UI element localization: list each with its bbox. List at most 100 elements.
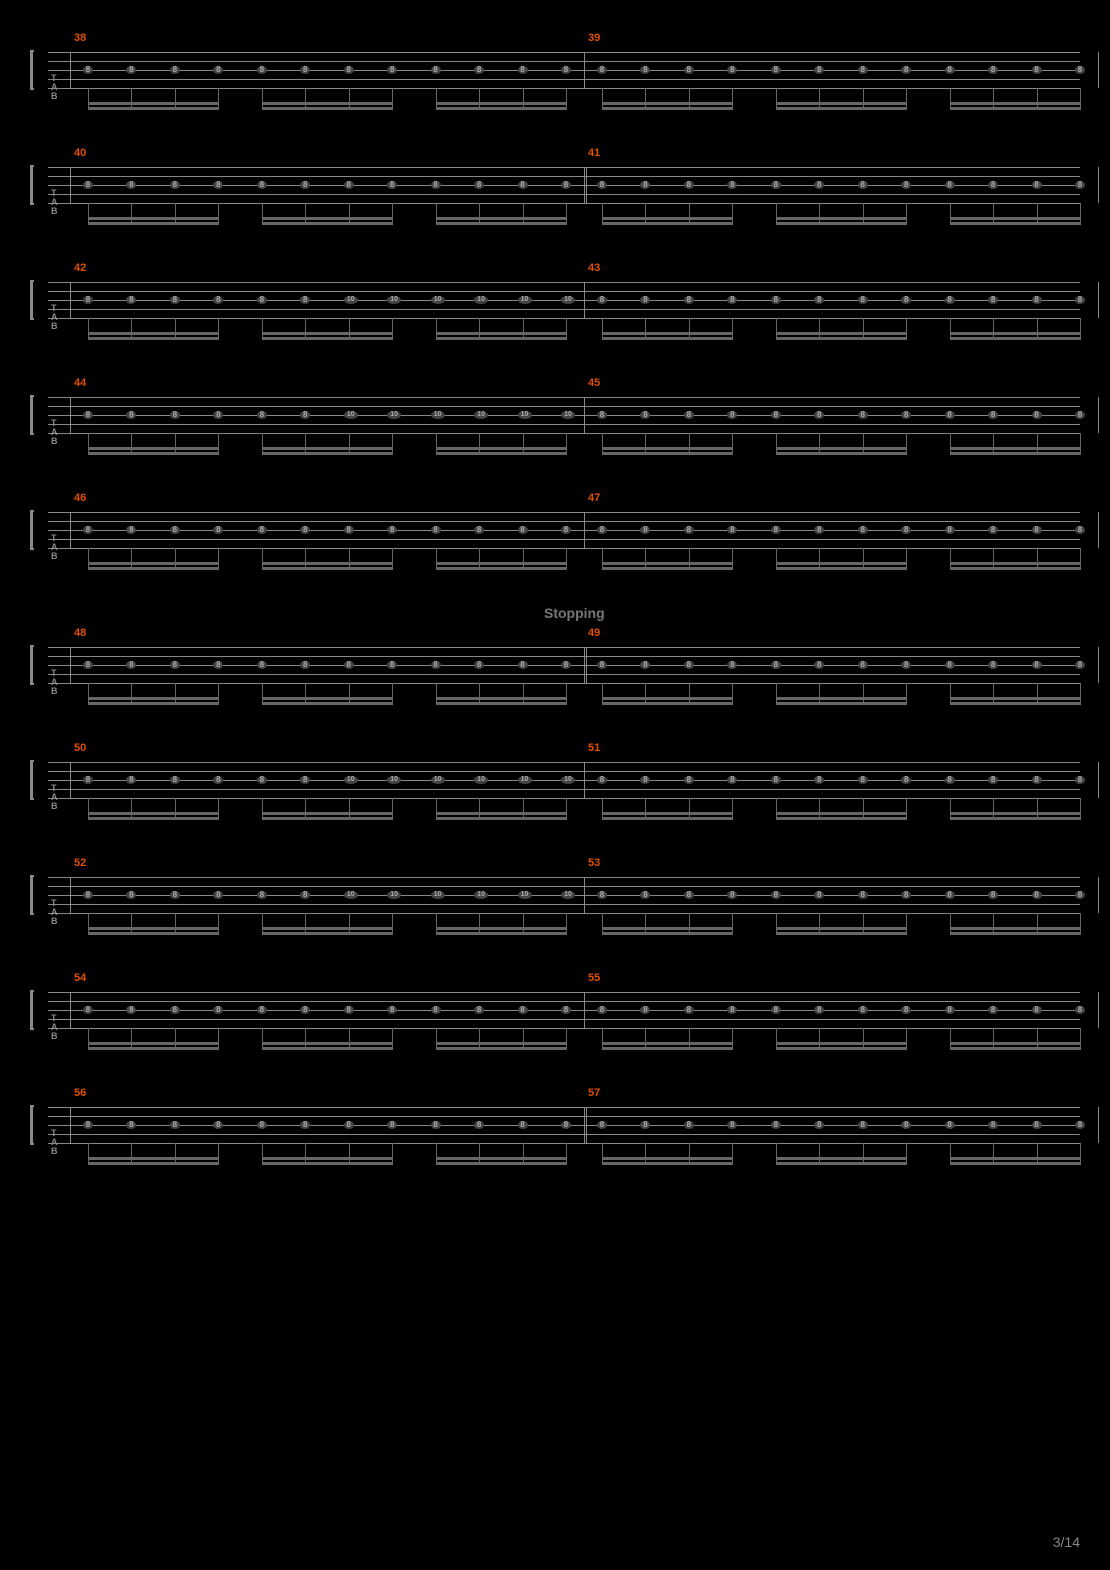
tab-note: 8 (518, 661, 528, 669)
beam (950, 447, 1081, 450)
tab-note: 10 (431, 776, 445, 784)
system-bracket (30, 50, 34, 90)
tab-clef: TAB (51, 669, 58, 696)
staff-line (48, 318, 1080, 319)
tab-note: 8 (431, 181, 441, 189)
beam (262, 562, 393, 565)
beam (950, 567, 1081, 570)
beam (602, 932, 733, 935)
measure-number: 50 (74, 742, 86, 754)
beam (88, 1047, 219, 1050)
beam (88, 107, 219, 110)
tab-note: 8 (170, 661, 180, 669)
beam (776, 222, 907, 225)
beam (436, 927, 567, 930)
tab-note: 8 (257, 1121, 267, 1129)
barline (70, 397, 71, 433)
barline (70, 992, 71, 1028)
measure-number: 56 (74, 1087, 86, 1099)
tab-note: 8 (170, 181, 180, 189)
beam (436, 452, 567, 455)
barline (70, 762, 71, 798)
tab-note: 8 (945, 526, 955, 534)
beam (950, 702, 1081, 705)
tab-note: 8 (771, 1006, 781, 1014)
tab-note: 8 (170, 66, 180, 74)
tab-note: 8 (1075, 181, 1085, 189)
tab-note: 8 (83, 661, 93, 669)
barline (1098, 167, 1099, 203)
beam (88, 1042, 219, 1045)
beam (436, 817, 567, 820)
staff-system: TAB5088888810101010101051888888888888 (30, 740, 1080, 825)
barline (1098, 282, 1099, 318)
barline (584, 167, 587, 203)
tab-note: 8 (257, 891, 267, 899)
tab-note: 8 (170, 526, 180, 534)
staff-system: TAB4488888810101010101045888888888888 (30, 375, 1080, 460)
tab-note: 8 (170, 411, 180, 419)
tab-note: 8 (561, 1006, 571, 1014)
tab-clef: TAB (51, 74, 58, 101)
beam (602, 1042, 733, 1045)
tab-note: 8 (945, 296, 955, 304)
tab-note: 8 (858, 181, 868, 189)
staff-system: TAB3888888888888839888888888888 (30, 30, 1080, 115)
barline (1098, 397, 1099, 433)
tab-note: 10 (344, 411, 358, 419)
tab-note: 8 (518, 1006, 528, 1014)
staff-line (48, 424, 1080, 425)
tab-note: 8 (684, 891, 694, 899)
beam (950, 337, 1081, 340)
tab-note: 8 (257, 296, 267, 304)
tab-clef: TAB (51, 784, 58, 811)
barline (70, 1107, 71, 1143)
measure-number: 41 (588, 147, 600, 159)
barline (584, 992, 585, 1028)
beam (436, 1162, 567, 1165)
tab-note: 10 (561, 296, 575, 304)
staff-line (48, 771, 1080, 772)
tab-note: 8 (945, 1006, 955, 1014)
tab-note: 8 (83, 1006, 93, 1014)
tab-note: 8 (684, 776, 694, 784)
tab-note: 8 (858, 891, 868, 899)
staff-line (48, 79, 1080, 80)
barline (70, 167, 71, 203)
beam (602, 1162, 733, 1165)
barline (1098, 877, 1099, 913)
beam (602, 567, 733, 570)
staff-line (48, 433, 1080, 434)
staff-line (48, 1028, 1080, 1029)
beam (776, 562, 907, 565)
barline (70, 877, 71, 913)
beam (88, 452, 219, 455)
barline (584, 762, 585, 798)
tab-note: 8 (1075, 1121, 1085, 1129)
tab-note: 8 (344, 1006, 354, 1014)
tab-note: 10 (474, 411, 488, 419)
system-bracket (30, 165, 34, 205)
beam (436, 562, 567, 565)
tab-note: 8 (597, 776, 607, 784)
beam (776, 1157, 907, 1160)
measure-number: 54 (74, 972, 86, 984)
beam (950, 1157, 1081, 1160)
tab-note: 8 (170, 891, 180, 899)
measure-number: 48 (74, 627, 86, 639)
tab-note: 8 (344, 181, 354, 189)
system-bracket (30, 645, 34, 685)
beam (262, 1157, 393, 1160)
tab-note: 8 (431, 661, 441, 669)
tab-note: 8 (1075, 296, 1085, 304)
staff-line (48, 798, 1080, 799)
tab-note: 8 (561, 66, 571, 74)
staff-line (48, 683, 1080, 684)
beam (602, 332, 733, 335)
system-bracket (30, 760, 34, 800)
beam (950, 332, 1081, 335)
tab-note: 8 (684, 181, 694, 189)
tab-note: 8 (1032, 296, 1042, 304)
tab-note: 8 (684, 296, 694, 304)
beam (436, 217, 567, 220)
